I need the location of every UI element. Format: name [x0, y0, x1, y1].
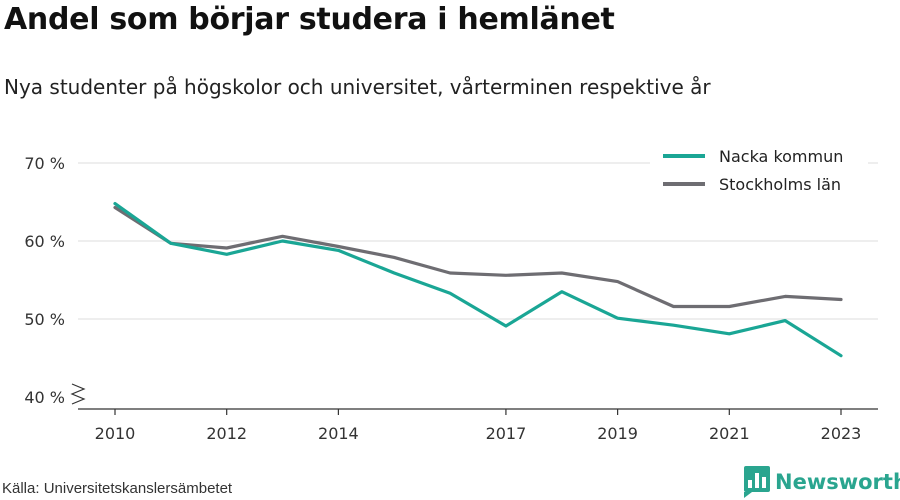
- legend: Nacka kommun Stockholms län: [650, 142, 868, 202]
- y-tick-label-40: 40 %: [24, 388, 65, 407]
- series-line-0: [113, 202, 843, 358]
- x-tick-label-2010: 2010: [95, 424, 136, 443]
- y-tick-label-50: 50 %: [24, 310, 65, 329]
- series-line-1: [113, 205, 843, 309]
- x-tick-label-2017: 2017: [486, 424, 527, 443]
- legend-label-1: Stockholms län: [719, 175, 841, 194]
- x-tick-label-2014: 2014: [318, 424, 359, 443]
- x-tick-label-2019: 2019: [597, 424, 638, 443]
- x-axis-ticks: 2010 2012 2014 2017 2019 2021 2023: [95, 409, 862, 443]
- axis-break-marker: [70, 383, 86, 405]
- y-axis-ticks: 40 % 50 % 60 % 70 %: [24, 154, 65, 407]
- x-tick-label-2012: 2012: [206, 424, 247, 443]
- x-tick-label-2023: 2023: [821, 424, 862, 443]
- bar-chart-logo-icon: [744, 466, 770, 498]
- legend-background: [650, 142, 868, 202]
- x-tick-label-2021: 2021: [709, 424, 750, 443]
- chart-subtitle: Nya studenter på högskolor och universit…: [4, 75, 711, 99]
- source-note: Källa: Universitetskanslersämbetet: [2, 480, 233, 497]
- series-lines: [113, 202, 843, 358]
- brand-name: Newsworthy: [775, 470, 900, 494]
- y-tick-label-60: 60 %: [24, 232, 65, 251]
- y-tick-label-70: 70 %: [24, 154, 65, 173]
- legend-label-0: Nacka kommun: [719, 147, 843, 166]
- chart-title: Andel som börjar studera i hemlänet: [4, 2, 615, 37]
- brand-logo[interactable]: Newsworthy: [744, 466, 900, 498]
- x-axis: [70, 383, 878, 410]
